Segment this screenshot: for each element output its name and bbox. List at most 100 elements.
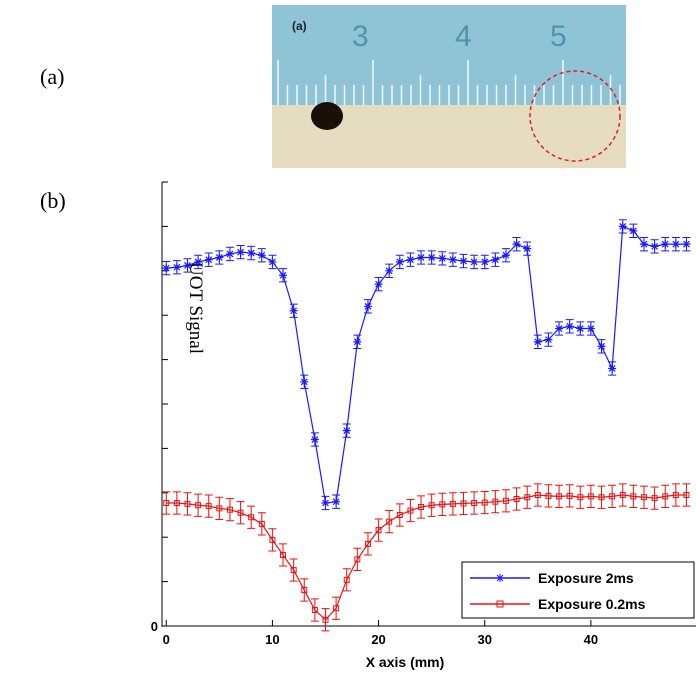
point (269, 536, 276, 543)
point (395, 257, 404, 266)
point (492, 498, 499, 505)
y-axis-label: UOT Signal (185, 262, 206, 354)
point (354, 556, 361, 563)
point (363, 302, 372, 311)
point (194, 257, 203, 266)
x-axis-label: X axis (mm) (366, 654, 445, 670)
point (289, 306, 298, 315)
error-bar (172, 491, 181, 515)
point (268, 257, 277, 266)
error-bar (618, 483, 627, 507)
point (598, 494, 605, 501)
error-bar (544, 484, 553, 508)
point (619, 492, 626, 499)
point (491, 255, 500, 264)
point (576, 324, 585, 333)
series (162, 483, 691, 632)
point (439, 501, 446, 508)
point (587, 493, 594, 500)
point (321, 499, 330, 508)
point (682, 240, 691, 249)
point (481, 499, 488, 506)
point (375, 527, 382, 534)
point (385, 266, 394, 275)
point (332, 497, 341, 506)
error-bar (650, 486, 659, 510)
error-bar (597, 485, 606, 509)
x-tick-label: 10 (265, 632, 279, 647)
point (406, 255, 415, 264)
error-bar (491, 490, 500, 514)
error-bar (289, 558, 298, 582)
panel-label: (a) (40, 64, 64, 89)
error-bar (204, 494, 213, 518)
point (204, 255, 213, 264)
error-bar (480, 490, 489, 515)
point (459, 257, 468, 266)
point (162, 264, 171, 273)
point (671, 240, 680, 249)
point (597, 342, 606, 351)
point (630, 493, 637, 500)
legend-label: Exposure 2ms (538, 570, 634, 586)
point (173, 500, 180, 507)
error-bar (586, 484, 595, 508)
error-bar (215, 496, 224, 520)
error-bar (332, 596, 341, 620)
error-bar (639, 485, 648, 509)
point (333, 605, 340, 612)
point (449, 500, 456, 507)
point (258, 520, 265, 527)
point (427, 253, 436, 262)
error-bar (629, 484, 638, 508)
error-bar (194, 493, 203, 517)
legend-marker (496, 600, 504, 608)
error-bar (438, 492, 447, 516)
point (577, 494, 584, 501)
point (438, 254, 447, 263)
x-tick-label: 0 (163, 632, 170, 647)
point (524, 494, 531, 501)
point (172, 263, 181, 272)
error-bar (523, 485, 532, 509)
error-bar (353, 547, 362, 571)
point (163, 500, 170, 507)
point (364, 540, 371, 547)
point (184, 500, 191, 507)
point (523, 244, 532, 253)
point (386, 518, 393, 525)
error-bar (279, 543, 288, 567)
point (280, 551, 287, 558)
point (343, 576, 350, 583)
point (533, 337, 542, 346)
point (629, 226, 638, 235)
error-bar (395, 503, 404, 527)
point (290, 567, 297, 574)
point (683, 492, 690, 499)
point (205, 503, 212, 510)
series-line (166, 494, 687, 621)
point (311, 607, 318, 614)
error-bar (321, 608, 330, 632)
series-line (166, 225, 687, 504)
error-bar (257, 512, 266, 536)
error-bar (236, 501, 245, 525)
point (225, 249, 234, 258)
point (310, 435, 319, 444)
x-tick-label: 20 (371, 632, 385, 647)
error-bar (427, 493, 436, 517)
point (216, 505, 223, 512)
point (555, 324, 564, 333)
error-bar (661, 484, 670, 508)
dark-spot (311, 102, 343, 130)
error-bar (183, 492, 192, 516)
point (417, 253, 426, 262)
point (556, 493, 563, 500)
point (480, 257, 489, 266)
error-bar (162, 491, 171, 515)
error-bar (576, 485, 585, 509)
error-bar (225, 498, 234, 522)
point (396, 512, 403, 518)
error-bar (512, 487, 521, 511)
